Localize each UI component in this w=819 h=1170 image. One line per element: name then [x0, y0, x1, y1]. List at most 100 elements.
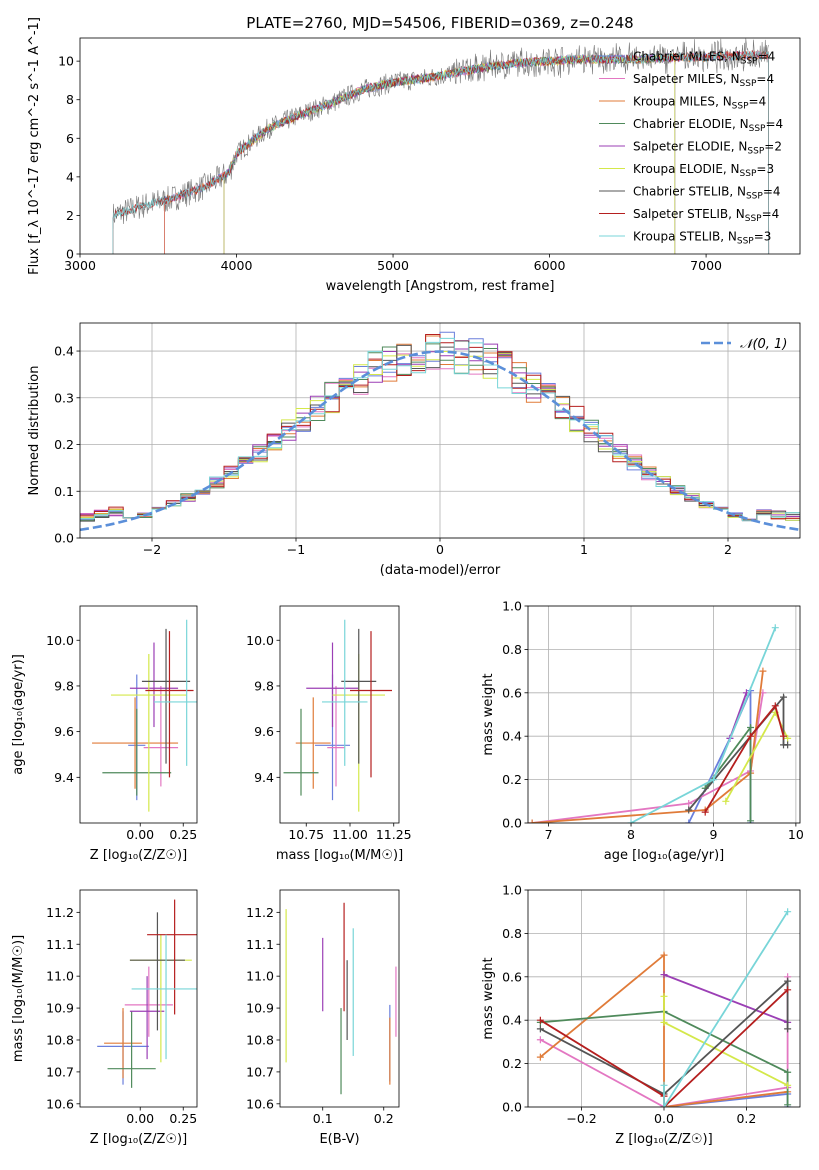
mass_vs_ebv-xtick-label: 0.2 [374, 1111, 394, 1126]
legend-nssp-prefix: , N [715, 95, 732, 109]
weight_vs_Z-frame [527, 889, 801, 1108]
legend-nssp-sub: SSP [749, 124, 766, 134]
legend-nssp-sub: SSP [740, 79, 757, 89]
weight_vs_age-ytick-label: 0.2 [502, 772, 522, 787]
mass_vs_ebv-ytick-label: 10.6 [246, 1096, 274, 1111]
residuals-xtick-label: −1 [287, 542, 305, 557]
weight_vs_Z-ytick-label: 0.2 [502, 1056, 522, 1071]
mass_vs_Z-xtick-label: 0.00 [126, 1111, 154, 1126]
age_vs_mass-frame [279, 605, 400, 824]
legend-nssp-eq: = [756, 72, 766, 86]
figure-title: PLATE=2760, MJD=54506, FIBERID=0369, z=0… [246, 14, 633, 32]
weight-marker [784, 1025, 792, 1033]
weight-marker [784, 908, 792, 916]
age_vs_mass-xtick-label: 11.25 [376, 827, 412, 842]
spectrum-xtick-label: 4000 [221, 258, 253, 273]
age_vs_mass-xlabel: mass [log₁₀(M/M☉)] [276, 848, 403, 863]
weight_vs_Z-ylabel: mass weight [481, 957, 496, 1039]
mass_vs_Z-plot-area [97, 899, 197, 1088]
mass_vs_Z-ylabel: mass [log₁₀(M/M☉)] [11, 935, 26, 1062]
legend-nssp-eq: = [754, 230, 764, 244]
weight_vs_Z-xtick-label: 0.2 [736, 1111, 756, 1126]
weight_vs_age-xtick-label: 8 [627, 827, 635, 842]
model-spectrum-line [223, 52, 676, 254]
mass_vs_ebv-ytick-label: 11.1 [246, 937, 274, 952]
weight-marker [536, 1016, 544, 1024]
legend-nssp-sub: SSP [747, 147, 764, 157]
mass_vs_Z-axes: 0.00 0.25 10.6 10.7 10.8 10.9 11.0 11.1 11.2 Z [l… [11, 889, 198, 1147]
spectrum-ytick-label: 10 [58, 54, 74, 69]
weight_vs_age-ytick-label: 0.8 [502, 642, 522, 657]
spectrum-ytick-label: 2 [66, 208, 74, 223]
legend-nssp-prefix: , N [729, 185, 746, 199]
weight-line [663, 911, 789, 1107]
age_vs_Z-ytick-label: 10.0 [46, 633, 74, 648]
mass_vs_Z-xlabel: Z [log₁₀(Z/Z☉)] [90, 1132, 187, 1147]
age_vs_mass-xtick-label: 11.00 [332, 827, 368, 842]
mass_vs_ebv-xtick-label: 0.1 [313, 1111, 333, 1126]
mass_vs_Z-ytick-label: 10.8 [46, 1032, 74, 1047]
legend-nssp-prefix: , N [723, 72, 740, 86]
weight-line [539, 979, 789, 1096]
age_vs_mass-ytick-label: 10.0 [246, 633, 274, 648]
weight_vs_age-xtick-label: 7 [545, 827, 553, 842]
model-spectrum-line [112, 50, 770, 254]
residuals-frame [79, 322, 801, 539]
age_vs_Z-xtick-label: 0.00 [126, 827, 154, 842]
residuals-ytick-label: 0.4 [54, 344, 74, 359]
legend-nssp-eq: = [749, 95, 759, 109]
legend-entry: Salpeter STELIB, NSSP=4 [633, 207, 779, 224]
weight-marker [747, 732, 755, 740]
model-spectrum-line [223, 52, 676, 254]
legend-nssp-eq: = [765, 117, 775, 131]
weight-marker [685, 806, 693, 814]
age_vs_mass-axes: 10.75 11.00 11.25 9.4 9.6 9.8 10.0 mass [log₁₀(… [246, 605, 412, 863]
weight-marker [528, 819, 536, 823]
spectrum-axes: 3000 4000 5000 6000 7000 0 2 4 6 8 10 wavelength [A… [27, 17, 801, 294]
legend-model-name: Chabrier ELODIE [633, 117, 732, 131]
weight-marker [784, 734, 792, 742]
spectrum-xtick-label: 7000 [690, 258, 722, 273]
legend-nssp-value: 4 [766, 72, 774, 86]
legend-nssp-sub: SSP [740, 169, 757, 179]
weight_vs_Z-ytick-label: 0.0 [502, 1100, 522, 1115]
spectrum-ytick-label: 6 [66, 131, 74, 146]
legend-model-name: Salpeter ELODIE [633, 140, 731, 154]
mass_vs_ebv-ytick-label: 10.8 [246, 1032, 274, 1047]
residuals-ytick-label: 0.3 [54, 390, 74, 405]
weight_vs_Z-xtick-label: 0.0 [654, 1111, 674, 1126]
legend-model-name: Kroupa STELIB [633, 230, 720, 244]
legend-model-name: Kroupa MILES [633, 95, 715, 109]
mass_vs_Z-ytick-label: 11.0 [46, 969, 74, 984]
residuals-ytick-label: 0.2 [54, 437, 74, 452]
age_vs_mass-ytick-label: 9.8 [254, 678, 274, 693]
residuals-plot-area [80, 331, 800, 532]
legend-entry: Salpeter MILES, NSSP=4 [633, 72, 774, 89]
legend-model-name: Chabrier MILES [633, 50, 724, 64]
weight_vs_age-ylabel: mass weight [481, 673, 496, 755]
legend-nssp-value: 4 [768, 50, 776, 64]
legend-nssp-prefix: , N [720, 230, 737, 244]
age_vs_Z-ytick-label: 9.4 [54, 770, 74, 785]
weight-marker [759, 667, 767, 675]
weight_vs_age-ytick-label: 0.4 [502, 729, 522, 744]
age_vs_Z-plot-area [92, 619, 197, 812]
legend-nssp-value: 4 [772, 207, 780, 221]
mass_vs_ebv-ytick-label: 11.2 [246, 905, 274, 920]
legend-nssp-value: 2 [774, 140, 782, 154]
weight-marker [771, 624, 779, 632]
legend-nssp-eq: = [756, 162, 766, 176]
legend-nssp-sub: SSP [745, 214, 762, 224]
weight_vs_age-ytick-label: 0.0 [502, 816, 522, 831]
weight-marker [784, 1081, 792, 1089]
weight_vs_age-xtick-label: 9 [709, 827, 717, 842]
legend-nssp-prefix: , N [723, 162, 740, 176]
legend-entry: Salpeter ELODIE, NSSP=2 [633, 140, 782, 157]
mass_vs_Z-ytick-label: 10.7 [46, 1064, 74, 1079]
weight-line [663, 973, 788, 1024]
model-spectrum-line [223, 52, 676, 254]
legend-nssp-eq: = [763, 185, 773, 199]
legend-nssp-prefix: , N [724, 50, 741, 64]
weight-marker [784, 1101, 792, 1107]
